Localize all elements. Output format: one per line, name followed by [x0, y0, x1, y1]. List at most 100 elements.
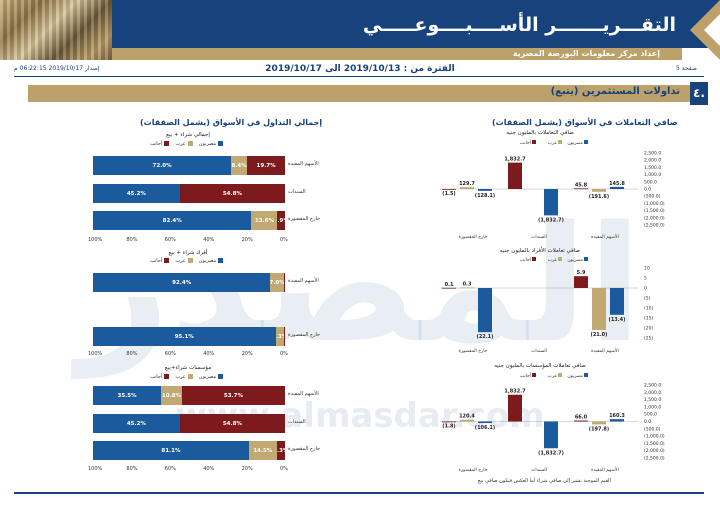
bar-segment: 82.4%: [93, 211, 252, 230]
bar-segment: 8.4%: [231, 156, 248, 175]
value-bar: [460, 419, 474, 422]
legend-swatch: [164, 258, 170, 263]
value-label: (21.0): [591, 332, 608, 338]
bar-row-label: خارج المقصورة: [288, 332, 321, 338]
value-bar: [574, 188, 588, 190]
axis-tick-label: (500.0): [644, 426, 661, 432]
group-label: خارج المقصورة: [459, 235, 488, 240]
stacked-bar: 82.4%13.6%3.9%: [93, 211, 285, 230]
value-bar: [592, 421, 606, 425]
legend-item: عرب: [175, 141, 193, 147]
bar-segment: 14.5%: [248, 441, 277, 460]
axis-tick-label: 80%: [126, 237, 138, 243]
period-label: الفترة من : 2019/10/13 الى 2019/10/17: [265, 64, 455, 74]
axis-tick-label: 2,500.0: [644, 383, 661, 389]
legend-label: عرب: [548, 258, 558, 263]
header-photo: [0, 0, 112, 60]
issue-label: إصدار 2019/10/17 06:22:15 م: [14, 65, 100, 72]
axis-tick-label: (2,500.0): [644, 223, 665, 229]
bar-segment: 4.3%: [275, 327, 284, 346]
axis-tick-label: (1,500.0): [644, 208, 665, 214]
value-bar: [592, 288, 606, 330]
value-bar: [442, 189, 456, 190]
value-bar: [478, 189, 492, 191]
group-label: الأسهم المقيدة: [591, 466, 619, 473]
legend-swatch: [164, 374, 170, 379]
legend-label: أجانب: [150, 374, 163, 380]
axis-tick-label: 2,000.0: [644, 390, 661, 396]
bar-segment: 7.0%: [270, 273, 284, 292]
axis-tick-label: 10: [644, 266, 650, 272]
bar-chart-title: أفراد شراء + بيع: [168, 250, 208, 256]
axis-tick-label: 1,500.0: [644, 397, 661, 403]
value-bar: [610, 419, 624, 422]
axis-tick-label: 20%: [241, 237, 253, 243]
value-label: 1,832.7: [504, 389, 526, 395]
legend-label: مصريون: [567, 258, 583, 263]
value-label: (1.5): [442, 191, 455, 197]
bar-segment: [283, 273, 285, 292]
value-label: 45.8: [575, 182, 588, 188]
bar-segment: 81.1%: [93, 441, 249, 460]
bar-chart-legend: مصريون عرب أجانب: [150, 374, 224, 380]
section-title: تداولات المستثمرين (يتبع): [550, 86, 680, 97]
value-label: 0.1: [445, 282, 454, 288]
value-label: (1,832.7): [538, 450, 564, 456]
bar-row-label: الأسهم المقيدة: [288, 161, 319, 167]
axis-tick-label: 1,500.0: [644, 165, 661, 171]
axis-tick-label: 60%: [164, 466, 176, 472]
group-label: السندات: [531, 349, 547, 354]
axis-tick-label: 0.0: [644, 187, 651, 193]
legend-swatch: [164, 141, 170, 146]
axis-tick-label: 100%: [88, 351, 103, 357]
footnote: القيم الموجبة تشير إلى صافي شراء أما الع…: [478, 478, 611, 484]
bar-segment: 19.7%: [247, 156, 285, 175]
axis-tick-label: 0.0: [644, 419, 651, 425]
bar-segment: 3.9%: [277, 211, 285, 230]
group-label: السندات: [531, 468, 547, 473]
stacked-bar: 45.2% 54.8%: [93, 414, 285, 433]
section-bar: [28, 85, 690, 102]
legend-item: مصريون: [199, 141, 224, 147]
bar-segment: 10.8%: [161, 386, 182, 405]
value-bar: [442, 421, 456, 423]
legend-swatch: [584, 140, 588, 144]
axis-tick-label: 0%: [280, 351, 288, 357]
group-label: الأسهم المقيدة: [591, 347, 619, 354]
stacked-bar: 81.1%14.5%4.3%: [93, 441, 285, 460]
value-label: 5.9: [577, 270, 586, 276]
value-label: (22.1): [477, 334, 494, 340]
legend-label: عرب: [548, 141, 558, 146]
legend-swatch: [532, 373, 536, 377]
axis-tick-label: 40%: [203, 351, 215, 357]
axis-tick-label: (1,500.0): [644, 441, 665, 447]
legend-label: مصريون: [567, 374, 583, 379]
legend-swatch: [187, 141, 193, 146]
legend-swatch: [558, 373, 562, 377]
axis-tick-label: (500.0): [644, 194, 661, 200]
axis-tick-label: 2,500.0: [644, 151, 661, 157]
legend-item: مصريون: [198, 374, 224, 380]
bar-segment: 4.3%: [276, 441, 285, 460]
legend-swatch: [584, 373, 588, 377]
value-label: (1.8): [442, 424, 455, 430]
bar-chart-title: مؤسسات شراء+بيع: [164, 365, 212, 371]
bar-segment: 45.2%: [93, 184, 180, 203]
axis-tick-label: (1,000.0): [644, 434, 665, 440]
legend-label: مصريون: [198, 374, 217, 380]
bar-segment: 54.8%: [179, 184, 285, 203]
legend-label: أجانب: [520, 139, 531, 146]
header-band: [112, 0, 720, 48]
legend-swatch: [187, 258, 193, 263]
group-label: السندات: [531, 235, 547, 240]
value-label: 160.3: [609, 413, 625, 419]
legend-label: مصريون: [198, 258, 217, 264]
bar-segment: 35.5%: [93, 386, 162, 405]
bar-chart-legend: مصريون عرب أجانب: [150, 258, 224, 264]
axis-tick-label: (2,500.0): [644, 456, 665, 462]
value-bar: [508, 162, 522, 189]
axis-tick-label: (5): [644, 296, 651, 302]
legend-label: أجانب: [520, 256, 531, 263]
left-column-title: إجمالي التداول في الأسواق (يشمل الصفقات): [140, 118, 323, 127]
axis-tick-label: (15): [644, 316, 653, 322]
